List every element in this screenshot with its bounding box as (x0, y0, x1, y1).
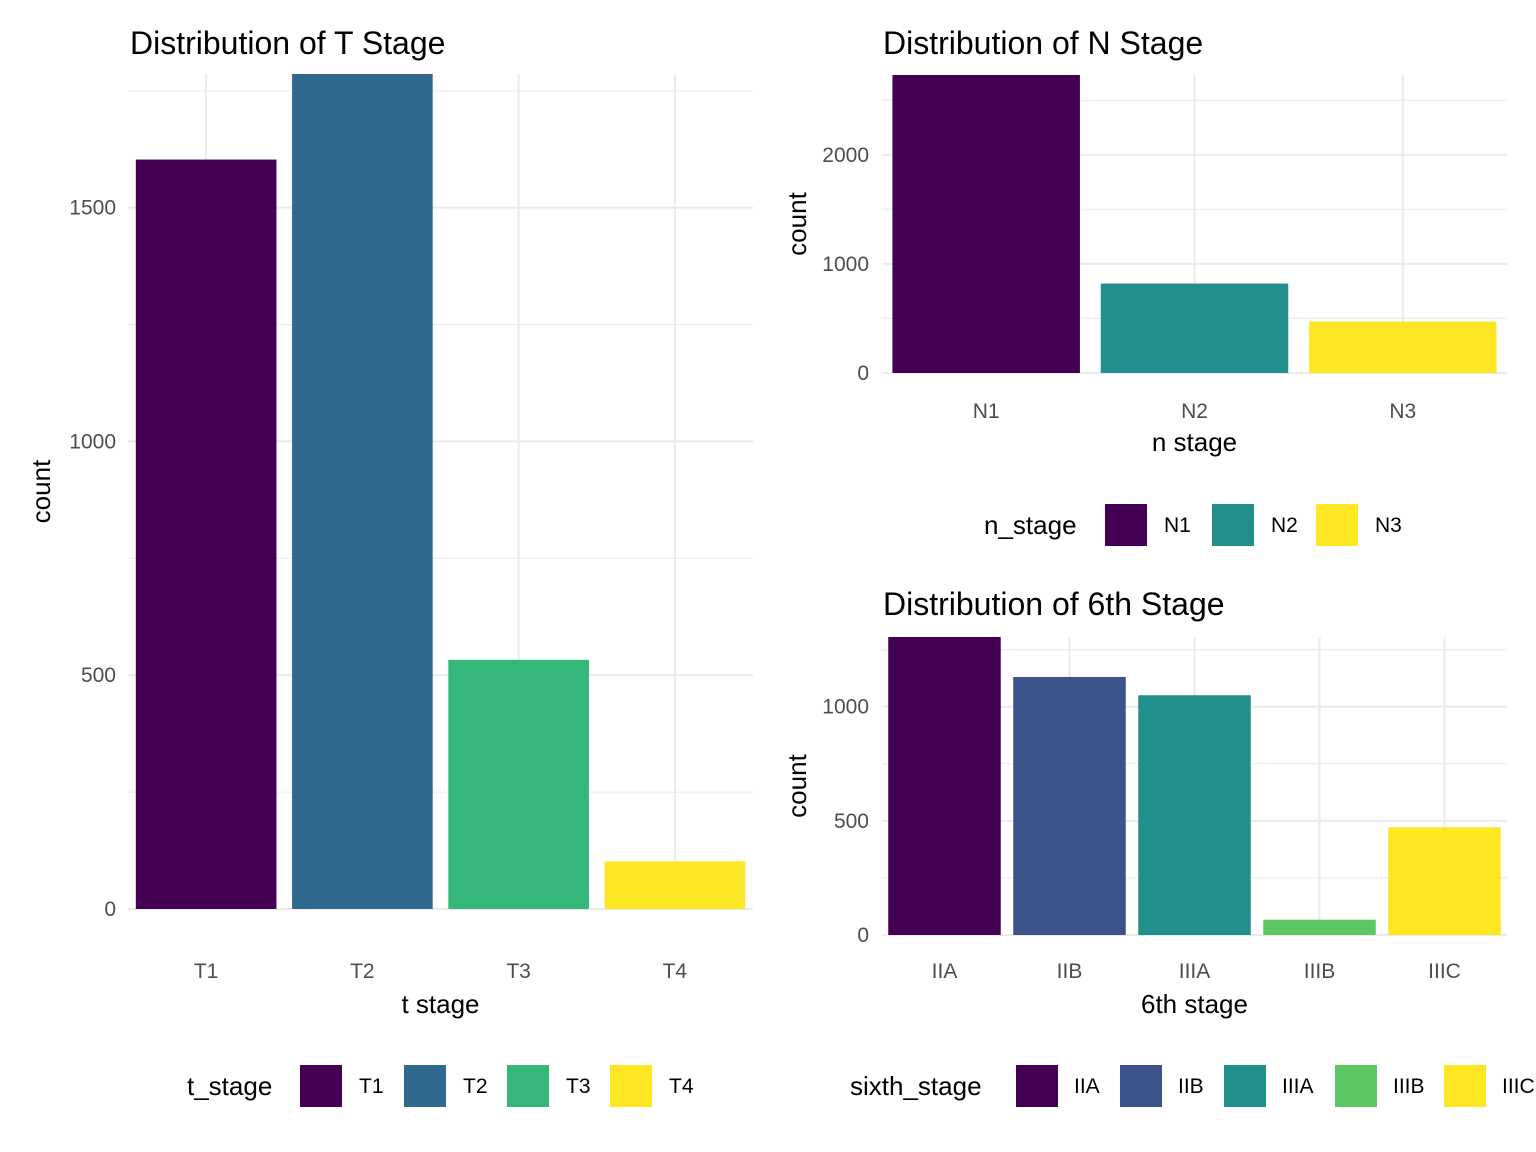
legend-key-iib (1120, 1065, 1162, 1107)
bar-n3 (1309, 321, 1497, 373)
legend-key-iiic (1444, 1065, 1486, 1107)
legend: n_stage N1 N2 N3 (984, 504, 1402, 546)
chart-title: Distribution of N Stage (883, 25, 1203, 61)
legend-key-t1 (300, 1065, 342, 1107)
legend-key-t4 (610, 1065, 652, 1107)
bar-t3 (448, 659, 589, 909)
y-tick-label: 0 (857, 362, 869, 385)
legend-label: N1 (1164, 514, 1191, 537)
bar-iib (1013, 676, 1126, 935)
x-tick-label: T4 (663, 960, 688, 983)
x-tick-label: IIA (932, 960, 958, 983)
legend-key-t3 (507, 1065, 549, 1107)
x-tick-label: N3 (1389, 400, 1416, 423)
legend-label: IIB (1178, 1075, 1204, 1098)
y-axis-title: count (26, 459, 56, 523)
chart-panel-n_stage: 0 1000 2000 N1 N2 N3 Distribution of N Stage n … (782, 25, 1507, 546)
legend: sixth_stage IIA IIB IIIA IIIB IIIC (850, 1065, 1535, 1107)
x-axis-title: 6th stage (1141, 989, 1248, 1019)
y-tick-label: 1000 (69, 430, 116, 453)
legend-title: t_stage (187, 1071, 272, 1101)
legend-key-iiia (1224, 1065, 1266, 1107)
bar-iia (888, 637, 1001, 935)
bar-n1 (892, 75, 1080, 373)
x-tick-label: T1 (194, 960, 219, 983)
legend-label: T2 (463, 1075, 488, 1098)
legend-label: IIIA (1282, 1075, 1314, 1098)
y-tick-label: 1000 (822, 696, 869, 719)
x-tick-label: T2 (350, 960, 375, 983)
legend-label: N2 (1271, 514, 1298, 537)
x-tick-label: T3 (506, 960, 531, 983)
legend-title: sixth_stage (850, 1071, 982, 1101)
x-tick-label: N1 (973, 400, 1000, 423)
legend-label: IIA (1074, 1075, 1100, 1098)
y-tick-label: 1500 (69, 197, 116, 220)
legend-label: T4 (669, 1075, 694, 1098)
legend-key-n3 (1316, 504, 1358, 546)
bar-iiib (1263, 919, 1376, 935)
y-tick-label: 1000 (822, 253, 869, 276)
legend-label: T1 (359, 1075, 384, 1098)
legend-label: N3 (1375, 514, 1402, 537)
y-axis-title: count (782, 191, 812, 255)
legend-key-iiib (1335, 1065, 1377, 1107)
legend: t_stage T1 T2 T3 T4 (187, 1065, 694, 1107)
bar-t1 (135, 159, 277, 909)
x-tick-label: IIB (1057, 960, 1083, 983)
bar-t2 (292, 74, 433, 909)
legend-key-t2 (404, 1065, 446, 1107)
chart-panel-t_stage: 0 500 1000 1500 T1 T2 T3 T4 Distribution of T St… (26, 25, 753, 1107)
legend-label: T3 (566, 1075, 591, 1098)
y-tick-label: 2000 (822, 144, 869, 167)
x-tick-label: N2 (1181, 400, 1208, 423)
y-axis-title: count (782, 753, 812, 817)
legend-label: IIIC (1502, 1075, 1535, 1098)
y-tick-label: 500 (834, 810, 869, 833)
legend-label: IIIB (1393, 1075, 1425, 1098)
bar-n2 (1100, 283, 1289, 373)
x-axis-title: n stage (1152, 427, 1237, 457)
legend-title: n_stage (984, 510, 1077, 540)
y-tick-label: 0 (857, 924, 869, 947)
legend-key-n1 (1105, 504, 1147, 546)
chart-title: Distribution of 6th Stage (883, 586, 1225, 622)
x-tick-label: IIIC (1428, 960, 1461, 983)
chart-panel-sixth_stage: 0 500 1000 IIA IIB IIIA IIIB IIIC Distribution o… (782, 586, 1535, 1107)
x-axis-title: t stage (401, 989, 479, 1019)
bar-t4 (604, 861, 746, 909)
x-tick-label: IIIA (1179, 960, 1211, 983)
bar-iiia (1138, 695, 1251, 935)
y-tick-label: 500 (81, 664, 116, 687)
legend-key-iia (1016, 1065, 1058, 1107)
x-tick-label: IIIB (1304, 960, 1336, 983)
bar-iiic (1388, 827, 1501, 935)
chart-title: Distribution of T Stage (130, 25, 445, 61)
y-tick-label: 0 (104, 898, 116, 921)
legend-key-n2 (1212, 504, 1254, 546)
